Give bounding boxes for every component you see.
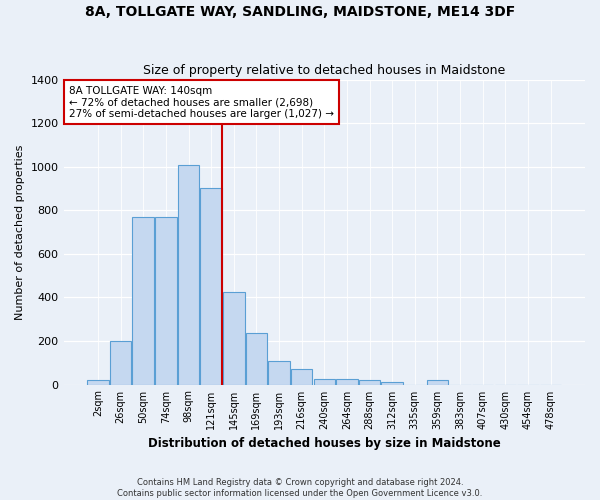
Text: 8A TOLLGATE WAY: 140sqm
← 72% of detached houses are smaller (2,698)
27% of semi: 8A TOLLGATE WAY: 140sqm ← 72% of detache…: [69, 86, 334, 119]
Bar: [382, 382, 403, 384]
Bar: [133, 217, 154, 384]
Bar: [178, 164, 199, 384]
Bar: [245, 334, 267, 384]
Text: 8A, TOLLGATE WAY, SANDLING, MAIDSTONE, ME14 3DF: 8A, TOLLGATE WAY, SANDLING, MAIDSTONE, M…: [85, 5, 515, 19]
Text: Contains HM Land Registry data © Crown copyright and database right 2024.
Contai: Contains HM Land Registry data © Crown c…: [118, 478, 482, 498]
Bar: [359, 380, 380, 384]
Title: Size of property relative to detached houses in Maidstone: Size of property relative to detached ho…: [143, 64, 505, 77]
Bar: [268, 360, 290, 384]
Bar: [336, 379, 358, 384]
Y-axis label: Number of detached properties: Number of detached properties: [15, 144, 25, 320]
Bar: [155, 217, 176, 384]
Bar: [314, 379, 335, 384]
Bar: [427, 380, 448, 384]
X-axis label: Distribution of detached houses by size in Maidstone: Distribution of detached houses by size …: [148, 437, 500, 450]
Bar: [110, 341, 131, 384]
Bar: [291, 370, 313, 384]
Bar: [87, 380, 109, 384]
Bar: [223, 292, 245, 384]
Bar: [200, 188, 222, 384]
